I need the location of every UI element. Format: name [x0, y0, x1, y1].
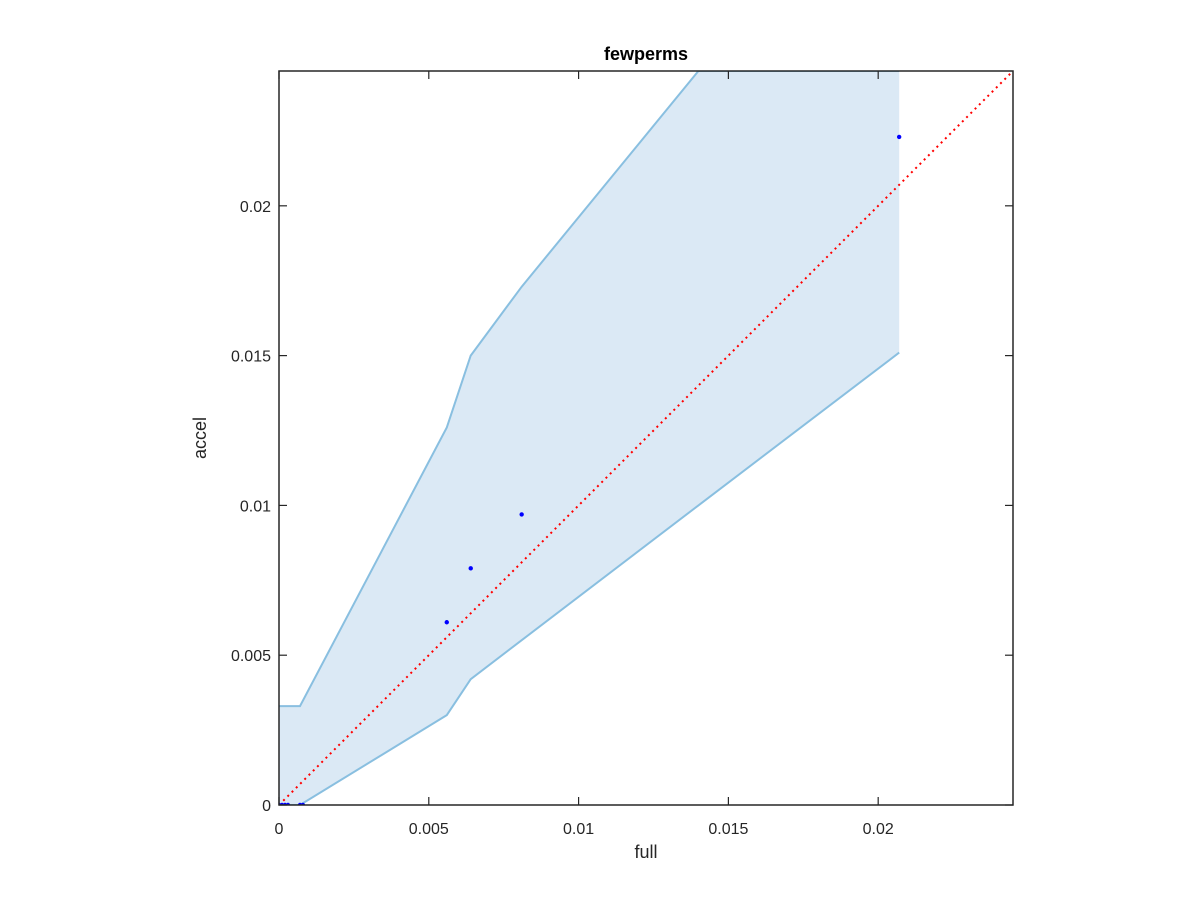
y-tick-label: 0	[262, 798, 271, 815]
data-point	[896, 134, 902, 140]
x-tick-label: 0.02	[863, 821, 894, 838]
axes-box	[278, 70, 1014, 806]
data-point	[444, 620, 449, 625]
data-point	[519, 512, 524, 517]
x-axis-ticks: 0 0.005 0.01 0.015 0.02	[275, 71, 894, 838]
plot-content	[279, 71, 1013, 805]
confidence-band-lower-edge	[279, 351, 900, 805]
y-tick-label: 0.01	[240, 498, 271, 515]
y-tick-label: 0.005	[231, 648, 271, 665]
x-tick-label: 0	[275, 821, 284, 838]
x-tick-label: 0.01	[563, 821, 594, 838]
y-axis-label: accel	[190, 417, 210, 459]
x-tick-label: 0.005	[409, 821, 449, 838]
confidence-band-upper-edge	[279, 71, 900, 708]
y-axis-ticks: 0 0.005 0.01 0.015 0.02	[231, 199, 1013, 815]
confidence-band-fill	[279, 71, 900, 805]
identity-reference-line	[279, 71, 1013, 805]
chart-title: fewperms	[604, 44, 688, 64]
data-point	[468, 566, 473, 571]
x-tick-label: 0.015	[708, 821, 748, 838]
x-axis-label: full	[634, 842, 657, 862]
y-tick-label: 0.015	[231, 349, 271, 366]
y-tick-label: 0.02	[240, 199, 271, 216]
